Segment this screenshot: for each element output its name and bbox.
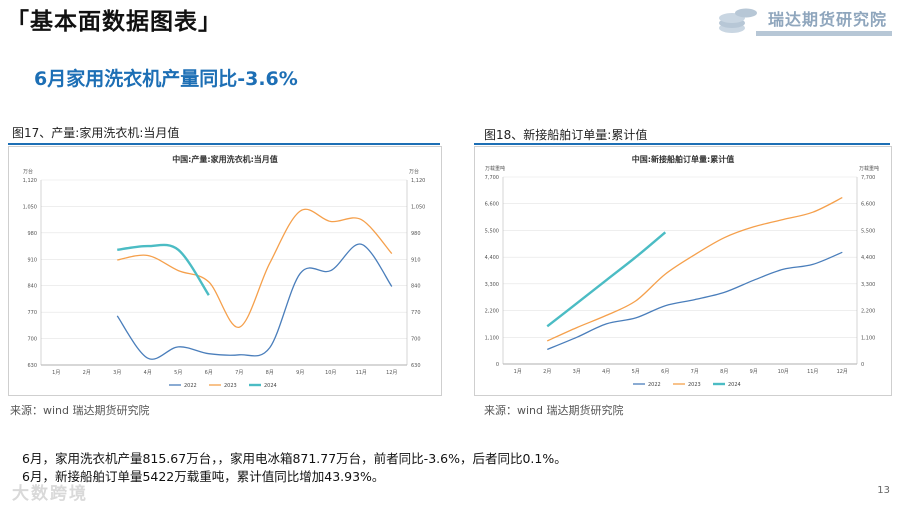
- x-tick-label: 7月: [235, 370, 243, 376]
- x-tick-label: 1月: [514, 369, 522, 375]
- x-tick-label: 9月: [750, 369, 758, 375]
- y-tick-right: 2,200: [861, 309, 875, 315]
- y-tick-left: 1,050: [23, 204, 37, 210]
- figure-17-underline: [8, 143, 440, 145]
- y-tick-left: 910: [27, 257, 37, 263]
- x-tick-label: 2月: [83, 370, 91, 376]
- y-tick-right: 840: [411, 284, 421, 290]
- figure-18-underline: [474, 143, 890, 145]
- series-line-2023: [546, 197, 843, 342]
- x-tick-label: 12月: [386, 370, 397, 376]
- x-tick-label: 2月: [543, 369, 551, 375]
- chart-title: 中国:新接船舶订单量:累计值: [632, 154, 734, 164]
- x-tick-label: 10月: [778, 369, 789, 375]
- x-tick-label: 4月: [602, 369, 610, 375]
- y-tick-right: 700: [411, 337, 421, 343]
- series-line-2022: [116, 243, 393, 360]
- y-tick-right: 770: [411, 310, 421, 316]
- series-line-2024: [117, 243, 210, 296]
- y-tick-left: 3,300: [485, 282, 499, 288]
- y-tick-right: 910: [411, 257, 421, 263]
- chart-left: 中国:产量:家用洗衣机:当月值万台 万台 630 630 700 700 770 770 840…: [8, 146, 442, 396]
- y-tick-right: 1,050: [411, 204, 425, 210]
- y-tick-left: 1,100: [485, 335, 499, 341]
- y-tick-left: 6,600: [485, 202, 499, 208]
- source-right: 来源：wind 瑞达期货研究院: [484, 404, 624, 417]
- legend-label-2024: 2024: [728, 382, 741, 388]
- section-subtitle: 6月家用洗衣机产量同比-3.6%: [34, 68, 298, 90]
- chart-right: 中国:新接船舶订单量:累计值万载重吨 万载重吨 0 0 1,100 1,100 2,200 2…: [474, 146, 892, 396]
- y-tick-right: 1,100: [861, 335, 875, 341]
- x-tick-label: 11月: [356, 370, 367, 376]
- x-tick-label: 6月: [661, 369, 669, 375]
- x-tick-label: 3月: [113, 370, 121, 376]
- x-tick-label: 7月: [691, 369, 699, 375]
- series-line-2023: [117, 208, 393, 328]
- x-tick-label: 5月: [632, 369, 640, 375]
- chart-title: 中国:产量:家用洗衣机:当月值: [172, 154, 278, 164]
- x-tick-label: 6月: [205, 370, 213, 376]
- source-left: 来源：wind 瑞达期货研究院: [10, 404, 150, 417]
- x-tick-label: 1月: [52, 370, 60, 376]
- page-number: 13: [877, 485, 890, 496]
- y-tick-right: 980: [411, 231, 421, 237]
- y-tick-left: 4,400: [485, 255, 499, 261]
- y-tick-right: 630: [411, 363, 421, 369]
- watermark-text: 大数跨境: [12, 484, 88, 504]
- legend-label-2022: 2022: [184, 383, 197, 389]
- x-tick-label: 4月: [144, 370, 152, 376]
- y-tick-left: 5,500: [485, 228, 499, 234]
- y-tick-left: 980: [27, 231, 37, 237]
- x-tick-label: 12月: [837, 369, 848, 375]
- series-line-2024: [546, 231, 667, 328]
- y-tick-right: 5,500: [861, 228, 875, 234]
- coins-icon: [719, 8, 757, 33]
- y-tick-left: 1,120: [23, 178, 37, 184]
- summary-line-1: 6月，家用洗衣机产量815.67万台，，家用电冰箱871.77万台，前者同比-3…: [22, 451, 567, 466]
- brand-logo: 瑞达期货研究院: [716, 2, 892, 38]
- figure-17-label: 图17、产量:家用洗衣机:当月值: [12, 126, 180, 140]
- legend-label-2023: 2023: [224, 383, 237, 389]
- y-unit-right: 万台: [409, 168, 419, 175]
- x-tick-label: 8月: [720, 369, 728, 375]
- x-tick-label: 10月: [325, 370, 336, 376]
- x-tick-label: 8月: [266, 370, 274, 376]
- series-line-2022: [547, 251, 843, 351]
- y-tick-left: 840: [27, 284, 37, 290]
- y-unit-right: 万载重吨: [859, 165, 879, 172]
- brand-name: 瑞达期货研究院: [768, 10, 888, 29]
- y-tick-left: 700: [27, 337, 37, 343]
- brand-bar: [756, 31, 892, 36]
- y-tick-right: 7,700: [861, 175, 875, 181]
- x-tick-label: 3月: [573, 369, 581, 375]
- y-tick-left: 0: [496, 362, 499, 368]
- y-tick-left: 2,200: [485, 309, 499, 315]
- y-tick-right: 4,400: [861, 255, 875, 261]
- y-tick-right: 6,600: [861, 202, 875, 208]
- x-tick-label: 5月: [174, 370, 182, 376]
- y-tick-left: 630: [27, 363, 37, 369]
- y-unit-left: 万载重吨: [485, 165, 505, 172]
- watermark: 大数跨境: [12, 479, 88, 504]
- x-tick-label: 9月: [296, 370, 304, 376]
- legend-label-2022: 2022: [648, 382, 661, 388]
- y-tick-left: 7,700: [485, 175, 499, 181]
- summary-line-2: 6月，新接船舶订单量5422万载重吨，累计值同比增加43.93%。: [22, 469, 385, 484]
- legend-label-2024: 2024: [264, 383, 277, 389]
- y-tick-right: 1,120: [411, 178, 425, 184]
- page-title: 「基本面数据图表」: [6, 9, 222, 35]
- y-tick-right: 3,300: [861, 282, 875, 288]
- legend-label-2023: 2023: [688, 382, 701, 388]
- x-tick-label: 11月: [807, 369, 818, 375]
- figure-18-label: 图18、新接船舶订单量:累计值: [484, 128, 648, 142]
- y-tick-right: 0: [861, 362, 864, 368]
- y-tick-left: 770: [27, 310, 37, 316]
- y-unit-left: 万台: [23, 168, 33, 175]
